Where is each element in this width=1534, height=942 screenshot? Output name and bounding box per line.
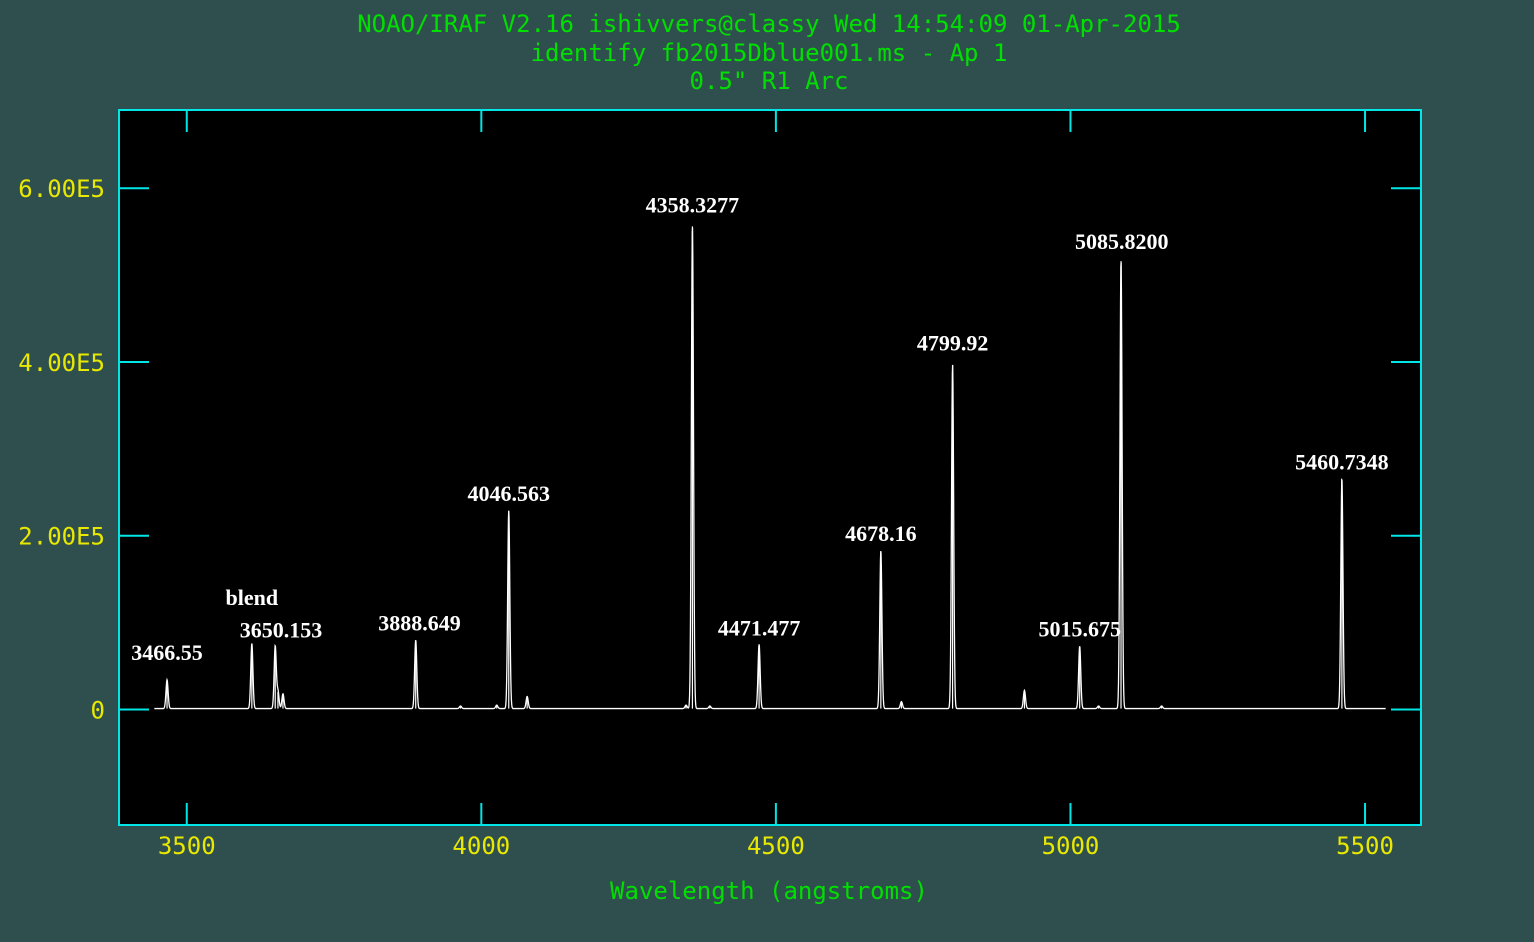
- line-labels: 3466.55 blend 3650.153 3888.649 4046.563 4358…: [131, 193, 1388, 665]
- line-id-label: 4046.563: [468, 481, 551, 506]
- y-tick-label: 0: [91, 696, 105, 724]
- line-id-label: 5460.7348: [1295, 450, 1389, 475]
- line-id-label: 4799.92: [917, 331, 989, 356]
- spectrum-line: [154, 227, 1386, 710]
- plot-header-line2: identify fb2015Dblue001.ms - Ap 1: [531, 39, 1008, 67]
- line-id-label: 3650.153: [240, 617, 323, 642]
- line-id-label: 3466.55: [131, 640, 203, 665]
- x-tick-label: 4000: [452, 832, 510, 860]
- plot-frame: [118, 109, 1422, 826]
- plot-header-line1: NOAO/IRAF V2.16 ishivvers@classy Wed 14:…: [357, 10, 1181, 38]
- line-id-label: 5085.8200: [1075, 229, 1169, 254]
- y-tick-label: 2.00E5: [18, 523, 105, 551]
- y-axis: 0 2.00E5 4.00E5 6.00E5: [18, 175, 1421, 724]
- x-tick-label: 3500: [158, 832, 216, 860]
- y-tick-label: 4.00E5: [18, 349, 105, 377]
- x-tick-label: 5500: [1336, 832, 1394, 860]
- y-tick-label: 6.00E5: [18, 175, 105, 203]
- x-axis: 3500 4000 4500 5000 5500: [158, 110, 1394, 860]
- line-id-label: 4471.477: [718, 616, 801, 641]
- line-id-label: 3888.649: [378, 610, 461, 635]
- line-id-label: blend: [226, 585, 279, 610]
- plot-header-line3: 0.5" R1 Arc: [690, 67, 849, 95]
- x-tick-label: 5000: [1042, 832, 1100, 860]
- line-id-label: 4358.3277: [646, 193, 740, 218]
- x-axis-title: Wavelength (angstroms): [610, 877, 928, 905]
- line-id-label: 4678.16: [845, 521, 917, 546]
- x-tick-label: 4500: [747, 832, 805, 860]
- spectrum: [154, 226, 1386, 710]
- line-id-label: 5015.675: [1038, 616, 1121, 641]
